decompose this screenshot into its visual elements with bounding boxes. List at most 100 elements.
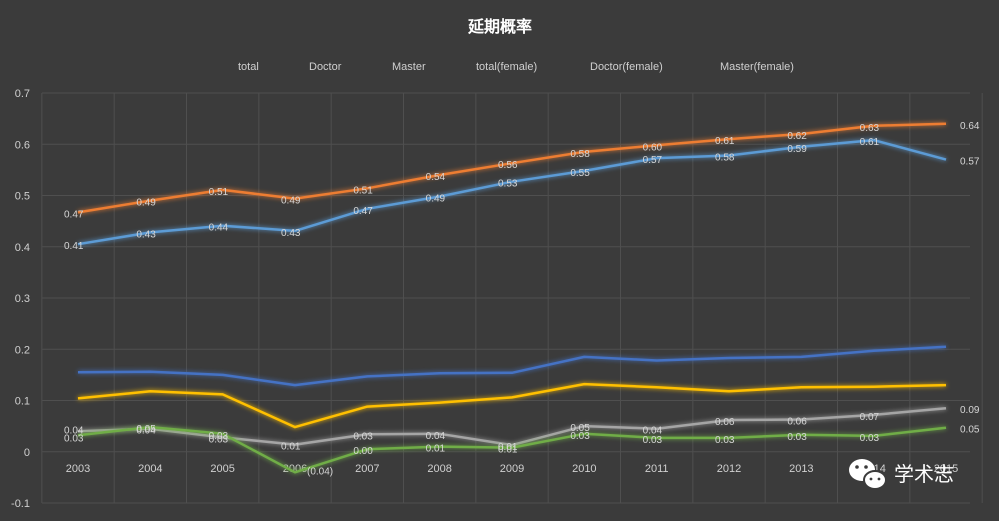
data-label: 0.43 [136, 229, 156, 240]
legend-label: Master [392, 61, 426, 73]
data-label: 0.03 [353, 431, 373, 442]
legend-label: Master(female) [720, 61, 794, 73]
data-label: 0.04 [426, 431, 446, 442]
watermark: 学术志 [849, 459, 954, 490]
x-tick-label: 2015 [934, 463, 958, 475]
data-label: 0.61 [860, 137, 880, 148]
data-label: 0.58 [570, 149, 590, 160]
data-label: 0.05 [570, 423, 590, 434]
data-label: 0.49 [136, 198, 156, 209]
x-tick-label: 2003 [66, 463, 90, 475]
data-label: 0.03 [570, 431, 590, 442]
y-tick-label: 0.5 [15, 191, 30, 203]
x-tick-label: 2012 [717, 463, 741, 475]
x-tick-label: 2004 [138, 463, 162, 475]
data-label: 0.05 [136, 424, 156, 435]
data-label: 0.58 [715, 153, 735, 164]
x-axis-ticks: 2003 2004 2005 2006 2007 2008 2009 2010 2011 2012… [66, 463, 958, 475]
data-label: 0.03 [715, 435, 735, 446]
data-labels: 0.47 0.49 0.51 0.49 0.51 0.54 0.56 0.58 0.60 0.61… [64, 121, 980, 478]
wechat-icon [849, 459, 887, 490]
data-label: (0.04) [307, 466, 333, 477]
data-label: 0.51 [209, 187, 229, 198]
data-label: 0.01 [426, 444, 446, 455]
y-tick-label: 0.6 [15, 139, 30, 151]
legend: total Doctor Master total(female) Doctor(fem… [208, 61, 794, 73]
data-label: 0.49 [281, 196, 301, 207]
series-line-doctor-female [77, 138, 947, 246]
legend-label: Doctor [309, 61, 342, 73]
data-label: 0.01 [498, 442, 518, 453]
data-label: 0.63 [860, 123, 880, 134]
x-tick-label: 2010 [572, 463, 596, 475]
y-tick-label: 0 [24, 447, 30, 459]
watermark-text: 学术志 [894, 462, 954, 486]
legend-item: Doctor [279, 61, 342, 73]
data-label: 0.04 [643, 426, 663, 437]
y-tick-label: 0.4 [15, 242, 30, 254]
data-label: 0.47 [64, 209, 84, 220]
data-label: 0.60 [643, 142, 663, 153]
y-tick-label: -0.1 [11, 498, 30, 510]
data-label: 0.01 [498, 445, 518, 456]
x-tick-label: 2013 [789, 463, 813, 475]
x-tick-label: 2009 [500, 463, 524, 475]
data-label: 0.03 [643, 435, 663, 446]
data-label: 0.04 [136, 426, 156, 437]
y-tick-label: 0.3 [15, 293, 30, 305]
series-line-total [77, 345, 947, 387]
y-axis-ticks: 0.7 0.6 0.5 0.4 0.3 0.2 0.1 0 -0.1 [11, 88, 30, 510]
data-label: 0.06 [787, 416, 807, 427]
series-lines [77, 122, 947, 474]
data-label: 0.44 [209, 223, 229, 234]
series-line-total-female [77, 382, 947, 429]
data-label: 0.53 [498, 179, 518, 190]
data-label: 0.03 [209, 431, 229, 442]
x-tick-label: 2007 [355, 463, 379, 475]
gridlines [41, 92, 983, 504]
y-tick-label: 0.7 [15, 88, 30, 100]
data-label: 0.51 [353, 185, 373, 196]
data-label: 0.55 [570, 168, 590, 179]
data-label: 0.05 [960, 425, 980, 436]
data-label: 0.56 [498, 160, 518, 171]
legend-item: total(female) [446, 61, 537, 73]
legend-label: Doctor(female) [590, 61, 663, 73]
x-tick-label: 2006 [283, 463, 307, 475]
y-tick-label: 0.2 [15, 344, 30, 356]
x-tick-label: 2005 [210, 463, 234, 475]
data-label: 0.41 [64, 241, 84, 252]
legend-item: Master(female) [690, 61, 794, 73]
data-label: 0.59 [787, 144, 807, 155]
legend-item: total [208, 61, 259, 73]
data-label: 0.00 [353, 446, 373, 457]
chart-title: 延期概率 [467, 17, 532, 36]
y-tick-label: 0.1 [15, 396, 30, 408]
legend-item: Master [362, 61, 426, 73]
data-label: 0.49 [426, 194, 446, 205]
series-line-master-female [77, 425, 947, 474]
data-label: 0.61 [715, 136, 735, 147]
data-label: 0.09 [960, 405, 980, 416]
data-label: 0.57 [643, 155, 663, 166]
data-label: 0.06 [715, 417, 735, 428]
data-label: 0.01 [281, 442, 301, 453]
series-line-master [77, 406, 947, 447]
legend-label: total(female) [476, 61, 537, 73]
data-label: 0.43 [281, 228, 301, 239]
legend-label: total [238, 61, 259, 73]
data-label: 0.54 [426, 172, 446, 183]
legend-item: Doctor(female) [560, 61, 663, 73]
data-label: 0.04 [64, 425, 84, 436]
data-label: 0.07 [860, 412, 880, 423]
data-label: 0.03 [64, 433, 84, 444]
series-line-doctor [77, 122, 947, 214]
data-label: 0.57 [960, 157, 980, 168]
data-label: 0.03 [860, 433, 880, 444]
data-label: 0.64 [960, 121, 980, 132]
x-tick-label: 2011 [645, 463, 669, 475]
x-tick-label: 2008 [427, 463, 451, 475]
data-label: 0.03 [787, 432, 807, 443]
